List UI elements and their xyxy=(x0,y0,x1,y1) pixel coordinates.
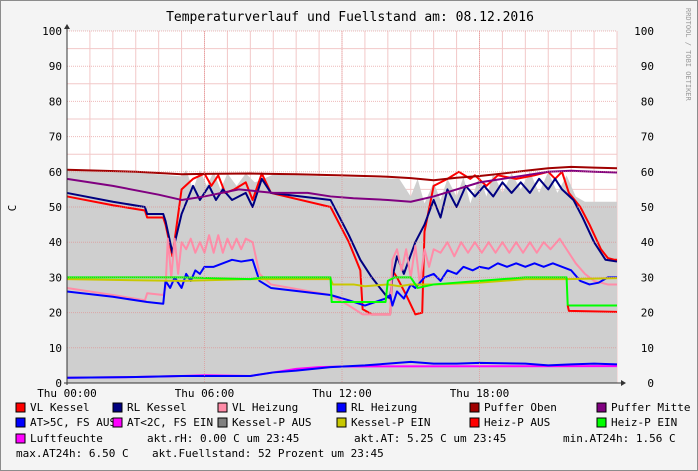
chart-title: Temperaturverlauf und Fuellstand am: 08.… xyxy=(166,10,534,25)
legend-swatch xyxy=(15,402,26,413)
x-tick-label: Thu 06:00 xyxy=(175,387,235,400)
y-tick-label: 40 xyxy=(49,236,62,249)
legend-label: RL Heizung xyxy=(351,401,417,414)
series-line-puffer_oben xyxy=(66,165,618,182)
y-axis-label: C xyxy=(6,205,19,212)
x-tick-label: Thu 00:00 xyxy=(37,387,97,400)
y-tick-label: 30 xyxy=(49,271,62,284)
legend: VL Kessel RL Kessel VL Heizung RL Heizung Pu… xyxy=(15,401,690,445)
y-tick-label: 20 xyxy=(49,307,62,320)
legend-swatch xyxy=(112,417,123,428)
y-tick-label-right: 90 xyxy=(641,60,654,73)
y-tick-label: 80 xyxy=(49,95,62,108)
legend-swatch xyxy=(112,402,123,413)
series-line-kessel_p xyxy=(66,277,618,288)
legend-label: VL Heizung xyxy=(232,401,298,414)
x-tick-label: Thu 18:00 xyxy=(450,387,510,400)
legend-label: Luftfeuchte xyxy=(30,432,103,445)
status-fill-level: akt.Fuellstand: 52 Prozent um 23:45 xyxy=(152,447,384,460)
legend-swatch xyxy=(596,417,607,428)
y-axis-arrow xyxy=(64,24,70,29)
legend-swatch xyxy=(336,417,347,428)
y-tick-label-right: 20 xyxy=(641,307,654,320)
y-tick-label-right: 10 xyxy=(641,342,654,355)
y-tick-label-right: 80 xyxy=(641,95,654,108)
y-tick-label: 60 xyxy=(49,166,62,179)
series-line-puffer_mitte xyxy=(66,169,618,203)
legend-label: VL Kessel xyxy=(30,401,90,414)
legend-label: AT<2C, FS EIN xyxy=(127,416,213,429)
legend-label: Puffer Mitte xyxy=(611,401,690,414)
legend-label: RL Kessel xyxy=(127,401,187,414)
legend-swatch xyxy=(336,402,347,413)
y-tick-label: 70 xyxy=(49,131,62,144)
series-line-heiz_p_aus xyxy=(566,305,618,313)
legend-label: Heiz-P AUS xyxy=(484,416,550,429)
y-tick-label-right: 70 xyxy=(641,131,654,144)
legend-swatch xyxy=(217,402,228,413)
y-tick-label-right: 0 xyxy=(647,377,654,390)
status-current-rh: akt.rH: 0.00 C um 23:45 xyxy=(147,432,299,445)
legend-swatch xyxy=(15,417,26,428)
legend-label: Kessel-P EIN xyxy=(351,416,430,429)
legend-label: Kessel-P AUS xyxy=(232,416,311,429)
y-tick-label: 0 xyxy=(55,377,62,390)
status-max-at: max.AT24h: 6.50 C xyxy=(16,447,129,460)
y-tick-label: 100 xyxy=(42,25,62,38)
legend-swatch xyxy=(15,433,26,444)
series-line-rl_kessel xyxy=(66,177,618,300)
y-tick-label: 10 xyxy=(49,342,62,355)
series-line-vl_heizung xyxy=(66,234,617,316)
y-tick-label: 90 xyxy=(49,60,62,73)
legend-label: Puffer Oben xyxy=(484,401,557,414)
y-tick-label-right: 40 xyxy=(641,236,654,249)
axes-group: 0 0 10 10 20 20 30 30 40 40 50 50 60 60 70 70 80 80 90 90 10… xyxy=(37,24,654,400)
legend-swatch xyxy=(596,402,607,413)
legend-swatch xyxy=(217,417,228,428)
legend-swatch xyxy=(469,402,480,413)
y-tick-label-right: 100 xyxy=(634,25,654,38)
status-current-at: akt.AT: 5.25 C um 23:45 xyxy=(354,432,506,445)
y-tick-label-right: 50 xyxy=(641,201,654,214)
legend-swatch xyxy=(469,417,480,428)
legend-label: Heiz-P EIN xyxy=(611,416,677,429)
y-tick-label-right: 30 xyxy=(641,271,654,284)
watermark: RRDTOOL / TOBI OETIKER xyxy=(684,8,692,102)
status-min-at: min.AT24h: 1.56 C xyxy=(563,432,676,445)
x-tick-label: Thu 12:00 xyxy=(312,387,372,400)
x-axis-arrow xyxy=(621,380,626,386)
legend-label: AT>5C, FS AUS xyxy=(30,416,116,429)
y-tick-label: 50 xyxy=(49,201,62,214)
y-tick-label-right: 60 xyxy=(641,166,654,179)
